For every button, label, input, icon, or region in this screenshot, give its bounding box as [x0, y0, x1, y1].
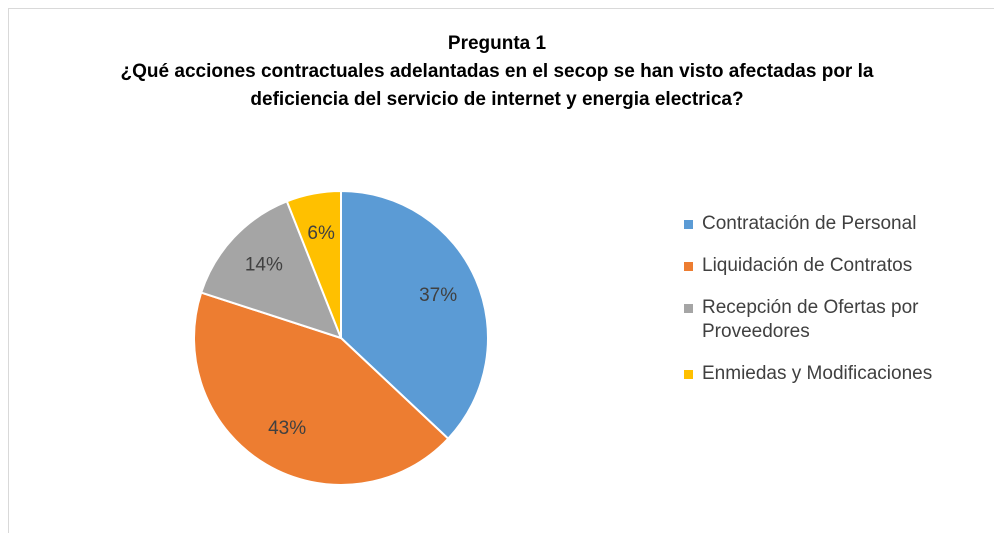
legend-entry: Enmiedas y Modificaciones: [684, 362, 984, 386]
legend-label: Recepción de Ofertas por Proveedores: [702, 297, 919, 342]
pie-slice: [193, 291, 450, 486]
pie-slice: [199, 200, 343, 340]
titles: Pregunta 1 ¿Qué acciones contractuales a…: [117, 30, 877, 114]
legend-swatch: [684, 304, 693, 313]
pie-slice: [285, 189, 342, 339]
legend-label: Liquidación de Contratos: [702, 255, 913, 276]
data-label: 43%: [268, 418, 306, 439]
legend: Contratación de Personal Liquidación de C…: [684, 212, 984, 404]
legend-swatch: [684, 370, 693, 379]
data-label: 6%: [307, 223, 335, 244]
legend-entry: Contratación de Personal: [684, 212, 984, 236]
data-label: 37%: [419, 285, 457, 306]
legend-label: Contratación de Personal: [702, 213, 917, 234]
legend-swatch: [684, 220, 693, 229]
legend-swatch: [684, 262, 693, 271]
chart-frame: [8, 8, 994, 533]
data-label: 14%: [245, 255, 283, 276]
legend-entry: Recepción de Ofertas por Proveedores: [684, 296, 984, 344]
legend-label: Enmiedas y Modificaciones: [702, 363, 933, 384]
chart-subtitle: ¿Qué acciones contractuales adelantadas …: [120, 61, 874, 110]
chart-title: Pregunta 1: [447, 33, 547, 54]
legend-entry: Liquidación de Contratos: [684, 254, 984, 278]
pie-slice: [340, 189, 489, 441]
